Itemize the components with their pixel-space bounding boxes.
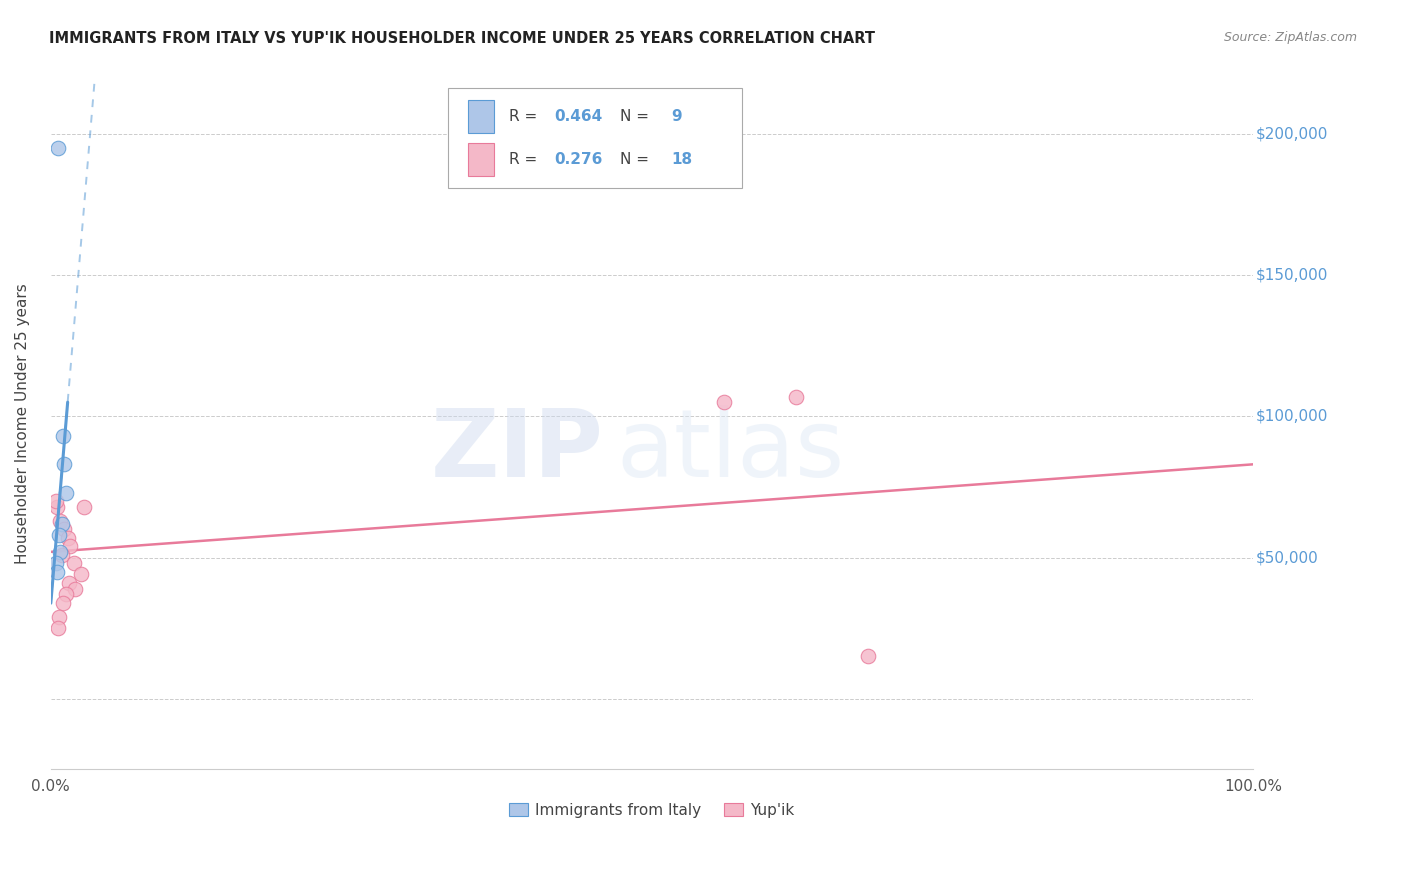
Text: 0.464: 0.464 xyxy=(554,109,603,124)
Point xyxy=(62,556,84,570)
Text: N =: N = xyxy=(620,109,654,124)
Text: N =: N = xyxy=(620,153,654,168)
Legend: Immigrants from Italy, Yup'ik: Immigrants from Italy, Yup'ik xyxy=(503,797,801,824)
Point xyxy=(46,141,69,155)
Point xyxy=(713,395,735,409)
Point xyxy=(73,500,96,514)
Text: $150,000: $150,000 xyxy=(1256,268,1327,283)
Text: 18: 18 xyxy=(671,153,692,168)
Point xyxy=(56,531,79,545)
Point xyxy=(46,621,69,635)
Point xyxy=(51,516,73,531)
Point xyxy=(49,545,72,559)
Point xyxy=(53,458,76,472)
Point xyxy=(45,565,67,579)
Point xyxy=(785,390,807,404)
Point xyxy=(58,576,80,591)
Point xyxy=(52,429,75,443)
Point xyxy=(63,582,86,596)
Point xyxy=(59,539,82,553)
Y-axis label: Householder Income Under 25 years: Householder Income Under 25 years xyxy=(15,283,30,564)
Text: $100,000: $100,000 xyxy=(1256,409,1327,424)
Point xyxy=(53,522,76,536)
Text: atlas: atlas xyxy=(616,405,844,497)
Point xyxy=(51,548,73,562)
Point xyxy=(55,587,77,601)
Point xyxy=(48,528,70,542)
Point xyxy=(48,609,70,624)
FancyBboxPatch shape xyxy=(447,87,742,188)
Text: $200,000: $200,000 xyxy=(1256,127,1327,142)
Point xyxy=(70,567,93,582)
Point xyxy=(858,649,880,664)
Bar xyxy=(468,144,495,177)
Point xyxy=(45,494,67,508)
Bar xyxy=(468,100,495,133)
Text: 9: 9 xyxy=(671,109,682,124)
Text: 0.276: 0.276 xyxy=(554,153,603,168)
Point xyxy=(49,514,72,528)
Point xyxy=(52,596,75,610)
Point xyxy=(45,556,67,570)
Text: IMMIGRANTS FROM ITALY VS YUP'IK HOUSEHOLDER INCOME UNDER 25 YEARS CORRELATION CH: IMMIGRANTS FROM ITALY VS YUP'IK HOUSEHOL… xyxy=(49,31,875,46)
Text: R =: R = xyxy=(509,109,543,124)
Point xyxy=(45,500,67,514)
Text: R =: R = xyxy=(509,153,543,168)
Text: $50,000: $50,000 xyxy=(1256,550,1319,565)
Text: ZIP: ZIP xyxy=(432,405,605,497)
Text: Source: ZipAtlas.com: Source: ZipAtlas.com xyxy=(1223,31,1357,45)
Point xyxy=(55,485,77,500)
